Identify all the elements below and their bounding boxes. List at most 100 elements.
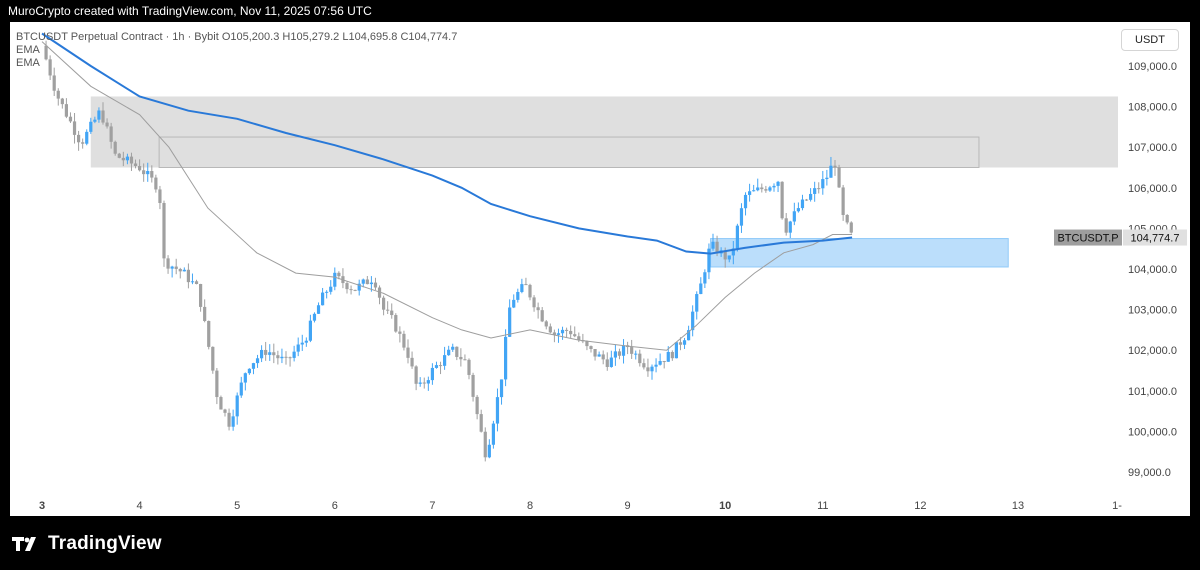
candle-body [666, 351, 670, 362]
candle-body [483, 431, 487, 458]
candle-body [89, 121, 93, 132]
candle-body [760, 187, 764, 190]
candle-body [621, 345, 626, 356]
date-tick-label: 13 [1012, 500, 1024, 512]
candle-body [260, 349, 264, 359]
candle-body [325, 291, 329, 293]
price-tick-label: 102,000.0 [1128, 345, 1177, 357]
candle-body [105, 122, 109, 127]
candle-body [715, 241, 719, 254]
candle-body [813, 188, 817, 194]
candle-body [617, 351, 622, 356]
footer-bar [0, 516, 1200, 570]
close-value: C104,774.7 [400, 31, 458, 43]
symbol-title[interactable]: BTCUSDT Perpetual Contract · 1h · Bybit [16, 31, 219, 43]
candle-body [711, 241, 715, 249]
candle-body [508, 307, 512, 337]
candle-body [536, 307, 540, 311]
candle-body [117, 153, 121, 158]
candle-body [499, 379, 504, 398]
indicator-ema-2[interactable]: EMA [16, 57, 40, 69]
candle-body [731, 248, 735, 256]
candle-body [426, 380, 430, 384]
candle-body [97, 110, 101, 120]
candle-body [516, 291, 520, 300]
candle-body [300, 342, 304, 345]
candle-body [142, 170, 146, 175]
candle-body [764, 189, 768, 191]
candle-body [792, 211, 796, 222]
candle-body [48, 59, 52, 76]
candle-body [353, 289, 357, 291]
candle-body [44, 45, 48, 60]
candle-body [337, 272, 341, 277]
candle-body [329, 286, 333, 292]
candle-body [174, 266, 178, 269]
candle-body [495, 397, 500, 424]
candle-body [166, 258, 170, 269]
candle-body [642, 363, 646, 368]
candle-body [695, 294, 699, 312]
candle-body [699, 283, 703, 295]
candle-body [251, 363, 256, 369]
candle-body [146, 171, 150, 175]
candle-body [129, 156, 134, 164]
candle-body [654, 364, 658, 367]
candle-body [569, 330, 573, 335]
open-value: O105,200.3 [221, 31, 280, 43]
candle-body [687, 330, 691, 341]
candle-body [589, 346, 593, 350]
date-tick-label: 7 [429, 500, 435, 512]
candle-body [422, 382, 426, 384]
candle-body [593, 349, 597, 357]
candle-body [796, 208, 800, 212]
candle-body [255, 358, 260, 364]
candle-body [638, 353, 642, 364]
candle-body [646, 367, 650, 372]
price-tick-label: 108,000.0 [1128, 102, 1177, 114]
price-tick-label: 109,000.0 [1128, 61, 1177, 73]
candle-body [532, 297, 536, 308]
candle-body [727, 255, 731, 260]
candle-body [552, 332, 556, 335]
candle-body [800, 199, 805, 209]
ohlc-line: BTCUSDT Perpetual Contract · 1h · Bybit … [16, 31, 457, 44]
candle-body [113, 141, 117, 154]
candle-body [292, 351, 296, 358]
candle-body [463, 359, 467, 361]
candle-body [321, 292, 325, 306]
candle-body [227, 412, 231, 427]
price-tick-label: 100,000.0 [1128, 426, 1177, 438]
date-tick-label: 3 [39, 500, 45, 512]
ema-fast-line [41, 41, 853, 351]
candle-body [308, 320, 312, 341]
candle-body [288, 357, 292, 359]
candle-body [154, 177, 158, 190]
currency-unit-button[interactable]: USDT [1121, 29, 1179, 51]
candle-body [833, 165, 837, 168]
candle-body [365, 279, 369, 285]
candle-body [788, 221, 792, 233]
candle-body [430, 367, 434, 381]
candle-body [804, 199, 809, 201]
candle-body [743, 194, 748, 209]
candle-body [203, 306, 207, 321]
candle-body [585, 341, 589, 347]
price-tick-label: 107,000.0 [1128, 142, 1177, 154]
tradingview-logo[interactable]: TradingView [12, 533, 162, 554]
symbol-badge-text: BTCUSDT.P [1057, 233, 1118, 245]
candle-body [276, 355, 280, 359]
candle-body [345, 283, 349, 290]
candle-body [418, 382, 422, 384]
indicator-ema-1[interactable]: EMA [16, 44, 40, 56]
candle-body [707, 248, 711, 273]
candle-body [235, 395, 239, 417]
price-tick-label: 106,000.0 [1128, 183, 1177, 195]
candle-body [349, 289, 353, 291]
candle-body [170, 266, 174, 269]
time-axis: 3 4 5 6 7 8 9 10 11 12 13 1- [39, 500, 1122, 512]
last-price-label: BTCUSDT.P 104,774.7 [1054, 229, 1187, 246]
low-value: L104,695.8 [342, 31, 398, 43]
candle-body [77, 134, 81, 143]
